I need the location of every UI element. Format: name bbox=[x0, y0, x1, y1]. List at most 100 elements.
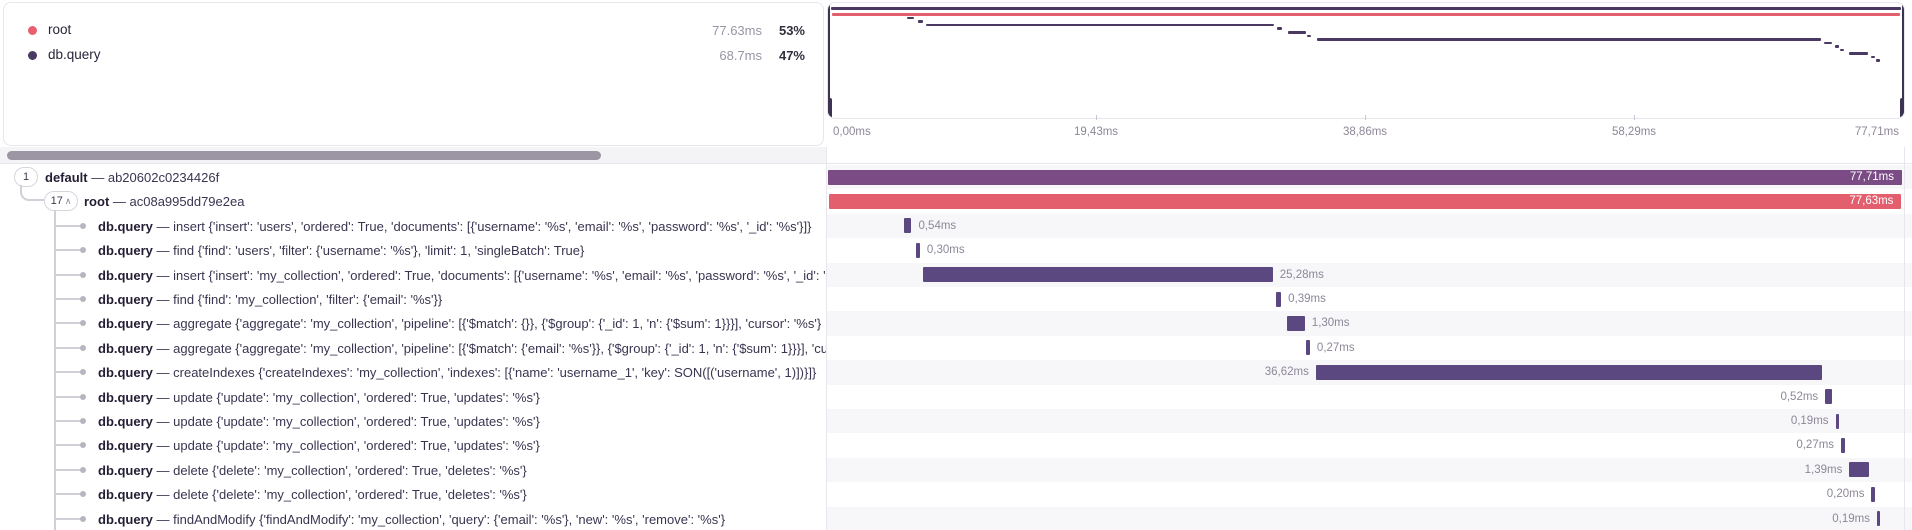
tree-branch-dot-icon bbox=[80, 491, 86, 498]
collapse-toggle-badge[interactable]: 17 ∧ bbox=[44, 191, 78, 212]
span-row-db.query[interactable]: db.query — insert {'insert': 'my_collect… bbox=[0, 262, 1912, 287]
horizontal-scrollbar-thumb[interactable] bbox=[7, 151, 601, 160]
span-row-default[interactable]: 1 default — ab20602c0234426f 77,71ms bbox=[0, 165, 1912, 190]
span-row-db.query[interactable]: db.query — aggregate {'aggregate': 'my_c… bbox=[0, 311, 1912, 336]
span-op-name: db.query bbox=[98, 243, 153, 259]
span-bar-cell[interactable]: 0,27ms bbox=[826, 336, 1912, 360]
panel-divider bbox=[826, 147, 827, 530]
span-duration-bar[interactable] bbox=[1849, 462, 1869, 478]
span-row-db.query[interactable]: db.query — find {'find': 'my_collection'… bbox=[0, 287, 1912, 312]
span-description: db.query — aggregate {'aggregate': 'my_c… bbox=[98, 316, 822, 332]
minimap-right-grip[interactable] bbox=[1900, 98, 1904, 118]
span-op-name: db.query bbox=[98, 292, 153, 307]
span-bar-cell[interactable]: 36,62ms bbox=[826, 360, 1912, 385]
span-duration-bar[interactable] bbox=[1835, 413, 1840, 429]
span-duration-bar[interactable] bbox=[1871, 486, 1875, 502]
span-duration-label: 1,30ms bbox=[1311, 317, 1350, 330]
minimap-span-db.query bbox=[1834, 45, 1839, 48]
span-row-db.query[interactable]: db.query — insert {'insert': 'users', 'o… bbox=[0, 213, 1912, 239]
span-tree-cell[interactable]: db.query — createIndexes {'createIndexes… bbox=[0, 360, 826, 385]
span-duration-bar[interactable] bbox=[1825, 389, 1833, 405]
span-duration-bar[interactable] bbox=[904, 218, 912, 234]
span-tree-cell[interactable]: db.query — update {'update': 'my_collect… bbox=[0, 384, 826, 409]
span-bar-cell[interactable]: 0,30ms bbox=[826, 238, 1912, 262]
minimap-left-handle[interactable] bbox=[828, 3, 830, 118]
span-duration-bar[interactable] bbox=[923, 267, 1273, 283]
span-duration-label: 0,19ms bbox=[1790, 415, 1829, 427]
span-duration-bar[interactable] bbox=[915, 242, 920, 258]
span-row-db.query[interactable]: db.query — update {'update': 'my_collect… bbox=[0, 409, 1912, 434]
scroll-strip bbox=[0, 147, 1912, 164]
span-row-db.query[interactable]: db.query — aggregate {'aggregate': 'my_c… bbox=[0, 335, 1912, 361]
span-row-root[interactable]: 17 ∧ root — ac08a995dd79e2ea 77,63ms bbox=[0, 189, 1912, 214]
span-bar-cell[interactable]: 0,19ms bbox=[826, 506, 1912, 530]
span-row-db.query[interactable]: db.query — find {'find': 'users', 'filte… bbox=[0, 238, 1912, 263]
span-tree-cell[interactable]: db.query — findAndModify {'findAndModify… bbox=[0, 506, 826, 530]
tree-branch-dot-icon bbox=[80, 271, 86, 278]
span-tree-cell[interactable]: db.query — insert {'insert': 'users', 'o… bbox=[0, 213, 826, 239]
span-bar-cell[interactable]: 25,28ms bbox=[826, 262, 1912, 287]
span-duration-label: 0,19ms bbox=[1832, 512, 1870, 525]
span-description: root — ac08a995dd79e2ea bbox=[84, 194, 245, 210]
span-waterfall: 1 default — ab20602c0234426f 77,71ms 17 ∧ roo… bbox=[0, 165, 1912, 530]
span-op-name: db.query bbox=[98, 487, 153, 503]
trace-minimap[interactable] bbox=[827, 2, 1905, 119]
tree-trunk-line bbox=[54, 210, 56, 530]
span-duration-bar[interactable]: 77,71ms bbox=[828, 169, 1902, 185]
span-bar-cell[interactable]: 0,19ms bbox=[826, 409, 1912, 434]
span-duration-bar[interactable]: 77,63ms bbox=[828, 193, 1902, 209]
span-description: default — ab20602c0234426f bbox=[45, 170, 220, 185]
span-tree-cell[interactable]: db.query — insert {'insert': 'my_collect… bbox=[0, 262, 826, 287]
span-tree-cell[interactable]: db.query — delete {'delete': 'my_collect… bbox=[0, 482, 826, 507]
span-count-badge[interactable]: 1 bbox=[14, 167, 38, 187]
span-bar-cell[interactable]: 0,39ms bbox=[826, 287, 1912, 311]
span-row-db.query[interactable]: db.query — findAndModify {'findAndModify… bbox=[0, 506, 1912, 530]
span-row-db.query[interactable]: db.query — delete {'delete': 'my_collect… bbox=[0, 457, 1912, 483]
span-bar-cell[interactable]: 1,30ms bbox=[826, 311, 1912, 336]
span-duration-bar[interactable] bbox=[1315, 364, 1822, 380]
span-bar-cell[interactable]: 0,54ms bbox=[826, 213, 1912, 239]
minimap-span-db.query bbox=[1840, 48, 1845, 52]
span-duration-label: 1,39ms bbox=[1804, 463, 1843, 476]
span-duration-label: 0,27ms bbox=[1796, 439, 1835, 452]
span-duration-label: 77,63ms bbox=[1849, 194, 1894, 207]
span-bar-cell[interactable]: 0,52ms bbox=[826, 385, 1912, 409]
span-row-db.query[interactable]: db.query — delete {'delete': 'my_collect… bbox=[0, 482, 1912, 507]
span-tree-cell[interactable]: 17 ∧ root — ac08a995dd79e2ea bbox=[0, 189, 826, 214]
span-bar-cell[interactable]: 1,39ms bbox=[826, 457, 1912, 483]
legend-duration: 68.7ms bbox=[719, 48, 762, 63]
span-bar-cell[interactable]: 0,27ms bbox=[826, 433, 1912, 457]
tree-branch-line bbox=[54, 298, 81, 300]
span-tree-cell[interactable]: db.query — aggregate {'aggregate': 'my_c… bbox=[0, 311, 826, 336]
minimap-left-grip[interactable] bbox=[828, 98, 832, 118]
span-row-db.query[interactable]: db.query — createIndexes {'createIndexes… bbox=[0, 360, 1912, 385]
span-bar-cell[interactable]: 77,71ms bbox=[826, 165, 1912, 190]
span-tree-cell[interactable]: 1 default — ab20602c0234426f bbox=[0, 165, 826, 190]
span-duration-bar[interactable] bbox=[1275, 291, 1282, 307]
span-tree-cell[interactable]: db.query — update {'update': 'my_collect… bbox=[0, 409, 826, 434]
span-tree-cell[interactable]: db.query — find {'find': 'users', 'filte… bbox=[0, 238, 826, 263]
span-bar-cell[interactable]: 0,20ms bbox=[826, 482, 1912, 506]
span-duration-label: 0,20ms bbox=[1826, 488, 1865, 501]
span-bar-cell[interactable]: 77,63ms bbox=[826, 189, 1912, 213]
span-tree-cell[interactable]: db.query — delete {'delete': 'my_collect… bbox=[0, 457, 826, 483]
minimap-span-db.query bbox=[1307, 34, 1312, 38]
span-row-db.query[interactable]: db.query — update {'update': 'my_collect… bbox=[0, 433, 1912, 458]
span-op-name: root bbox=[84, 194, 110, 210]
span-duration-bar[interactable] bbox=[1286, 315, 1305, 331]
span-duration-bar[interactable] bbox=[1876, 511, 1881, 527]
span-description: db.query — findAndModify {'findAndModify… bbox=[98, 511, 726, 527]
span-row-db.query[interactable]: db.query — update {'update': 'my_collect… bbox=[0, 384, 1912, 409]
span-op-name: db.query bbox=[98, 438, 153, 454]
minimap-right-handle[interactable] bbox=[1902, 3, 1904, 118]
span-duration-bar[interactable] bbox=[1841, 437, 1845, 453]
span-duration-bar[interactable] bbox=[1306, 340, 1310, 356]
span-op-name: db.query bbox=[98, 218, 153, 234]
span-description: db.query — update {'update': 'my_collect… bbox=[98, 438, 540, 454]
span-tree-cell[interactable]: db.query — find {'find': 'my_collection'… bbox=[0, 287, 826, 312]
legend-item-root[interactable]: root 77.63ms 53% bbox=[4, 17, 823, 43]
horizontal-scrollbar-track[interactable] bbox=[0, 147, 826, 163]
span-tree-cell[interactable]: db.query — update {'update': 'my_collect… bbox=[0, 433, 826, 458]
span-tree-cell[interactable]: db.query — aggregate {'aggregate': 'my_c… bbox=[0, 335, 826, 361]
legend-item-db.query[interactable]: db.query 68.7ms 47% bbox=[4, 42, 823, 68]
